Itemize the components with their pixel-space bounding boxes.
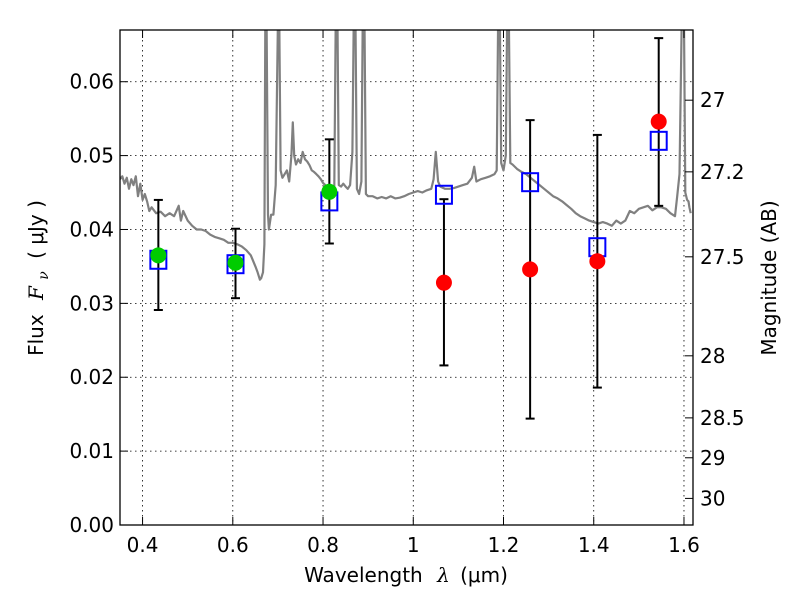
observed-flux-circle-marker: [227, 254, 244, 271]
x-tick-label: 1.2: [488, 533, 520, 557]
x-axis-label: Wavelength: [304, 563, 423, 587]
y-tick-label: 0.01: [69, 439, 114, 463]
observed-flux-circle-marker: [650, 113, 667, 130]
y2-axis-title: Magnitude (AB): [757, 200, 781, 355]
y-tick-label: 0.04: [69, 217, 114, 241]
plot-frame: [119, 29, 694, 526]
x-tick-label: 0.8: [307, 533, 339, 557]
x-axis-unit: (μm): [460, 563, 508, 587]
y-tick-label: 0.02: [69, 365, 114, 389]
y-tick-label: 0.05: [69, 144, 114, 168]
observed-flux-circle-marker: [435, 274, 452, 291]
grid-lines: [120, 30, 693, 525]
x-axis-title: Wavelength λ (μm): [304, 563, 508, 587]
x-tick-label: 0.4: [127, 533, 159, 557]
y-axis-title: Flux F ν ( μJy ): [24, 200, 53, 356]
observed-flux-circle-marker: [150, 247, 167, 264]
observed-flux-circle-marker: [589, 253, 606, 270]
y-tick-label: 0.06: [69, 70, 114, 94]
model-band-square-marker: [521, 172, 540, 193]
y2-tick-label: 27.5: [700, 245, 745, 269]
y2-tick-label: 30: [700, 486, 725, 510]
y2-tick-label: 28: [700, 344, 725, 368]
x-tick-label: 1.6: [668, 533, 700, 557]
y2-tick-label: 29: [700, 446, 725, 470]
y2-tick-label: 27: [700, 88, 725, 112]
x-tick-label: 0.6: [217, 533, 249, 557]
y-tick-label: 0.00: [69, 513, 114, 537]
y-axis-symbol: F: [24, 285, 48, 301]
x-axis: 0.4 0.6 0.8 1 1.2 1.4 1.6: [127, 30, 700, 557]
data-markers: [149, 113, 668, 291]
y-tick-label: 0.03: [69, 291, 114, 315]
error-bars: [153, 37, 664, 420]
x-tick-label: 1: [407, 533, 420, 557]
model-spectrum-group: [120, 30, 692, 281]
model-spectrum-line: [120, 30, 692, 281]
observed-flux-circle-marker: [321, 183, 338, 200]
y2-tick-label: 28.5: [700, 406, 745, 430]
y2-axis: 27 27.2 27.5 28 28.5 29 30: [685, 88, 745, 510]
model-band-square-marker: [649, 130, 668, 151]
y2-axis-label: Magnitude (AB): [757, 200, 781, 355]
x-axis-symbol: λ: [436, 563, 450, 587]
observed-flux-circle-marker: [522, 261, 539, 278]
model-band-square-marker: [434, 184, 453, 205]
y-axis-label: Flux: [24, 314, 48, 356]
x-tick-label: 1.4: [578, 533, 610, 557]
y-axis-unit: ( μJy ): [24, 200, 48, 259]
y2-tick-label: 27.2: [700, 160, 745, 184]
y-axis: 0.00 0.01 0.02 0.03 0.04 0.05 0.06: [69, 70, 128, 537]
y-axis-symbol-sub: ν: [36, 271, 52, 280]
